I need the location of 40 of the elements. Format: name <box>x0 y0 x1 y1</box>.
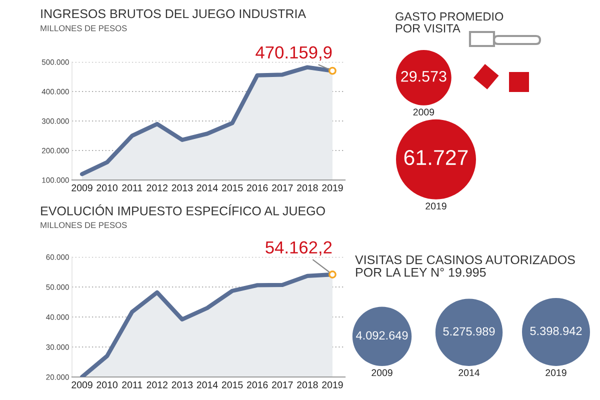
x-tick-label: 2011 <box>122 381 142 388</box>
x-tick-label: 2014 <box>196 381 218 388</box>
chart-subtitle: MILLONES DE PESOS <box>40 25 127 32</box>
x-tick-label: 2010 <box>96 184 118 192</box>
chart-title: INGRESOS BRUTOS DEL JUEGO INDUSTRIA <box>41 9 306 18</box>
category-label: 2014 <box>458 369 480 376</box>
chart-title: EVOLUCIÓN IMPUESTO ESPECÍFICO AL JUEGO <box>41 204 325 216</box>
x-tick-label: 2018 <box>297 184 318 192</box>
text: VISITAS DE CASINOS AUTORIZADOS POR LA LEY N° 19.995 <box>355 255 575 277</box>
x-tick-label: 2017 <box>272 184 293 192</box>
category-label: 2009 <box>372 369 392 376</box>
text: GASTO PROMEDIO POR VISITA <box>396 12 504 33</box>
x-tick-label: 2016 <box>247 184 268 192</box>
x-tick-label: 2015 <box>222 381 243 388</box>
category-label: 2019 <box>426 202 446 210</box>
data-label: 29.573 <box>401 70 446 82</box>
x-tick-label: 2019 <box>322 381 343 388</box>
category-label: 2019 <box>546 369 566 376</box>
x-tick-label: 2019 <box>322 184 343 192</box>
chart-subtitle: MILLONES DE PESOS <box>40 222 127 228</box>
x-tick-label: 2012 <box>146 381 168 388</box>
x-tick-label: 2017 <box>272 381 293 388</box>
x-tick-label: 2013 <box>172 381 193 388</box>
x-tick-label: 2014 <box>196 184 218 192</box>
data-label: 61.727 <box>404 150 468 166</box>
x-tick-label: 2013 <box>172 184 193 192</box>
x-tick-label: 2009 <box>72 184 92 192</box>
x-tick-label: 2018 <box>297 381 318 388</box>
x-tick-label: 2011 <box>122 184 142 192</box>
annotation: 54.162,2 <box>266 241 332 256</box>
category-label: 2009 <box>413 108 434 116</box>
data-label: 5.275.989 <box>443 327 495 336</box>
x-tick-label: 2009 <box>72 381 92 388</box>
annotation: 470.159,9 <box>256 46 332 61</box>
x-tick-label: 2016 <box>247 381 268 388</box>
x-tick-label: 2010 <box>96 381 118 388</box>
x-tick-label: 2015 <box>222 184 243 192</box>
data-label: 4.092.649 <box>356 331 408 340</box>
data-label: 5.398.942 <box>530 326 582 336</box>
x-tick-label: 2012 <box>146 184 168 192</box>
